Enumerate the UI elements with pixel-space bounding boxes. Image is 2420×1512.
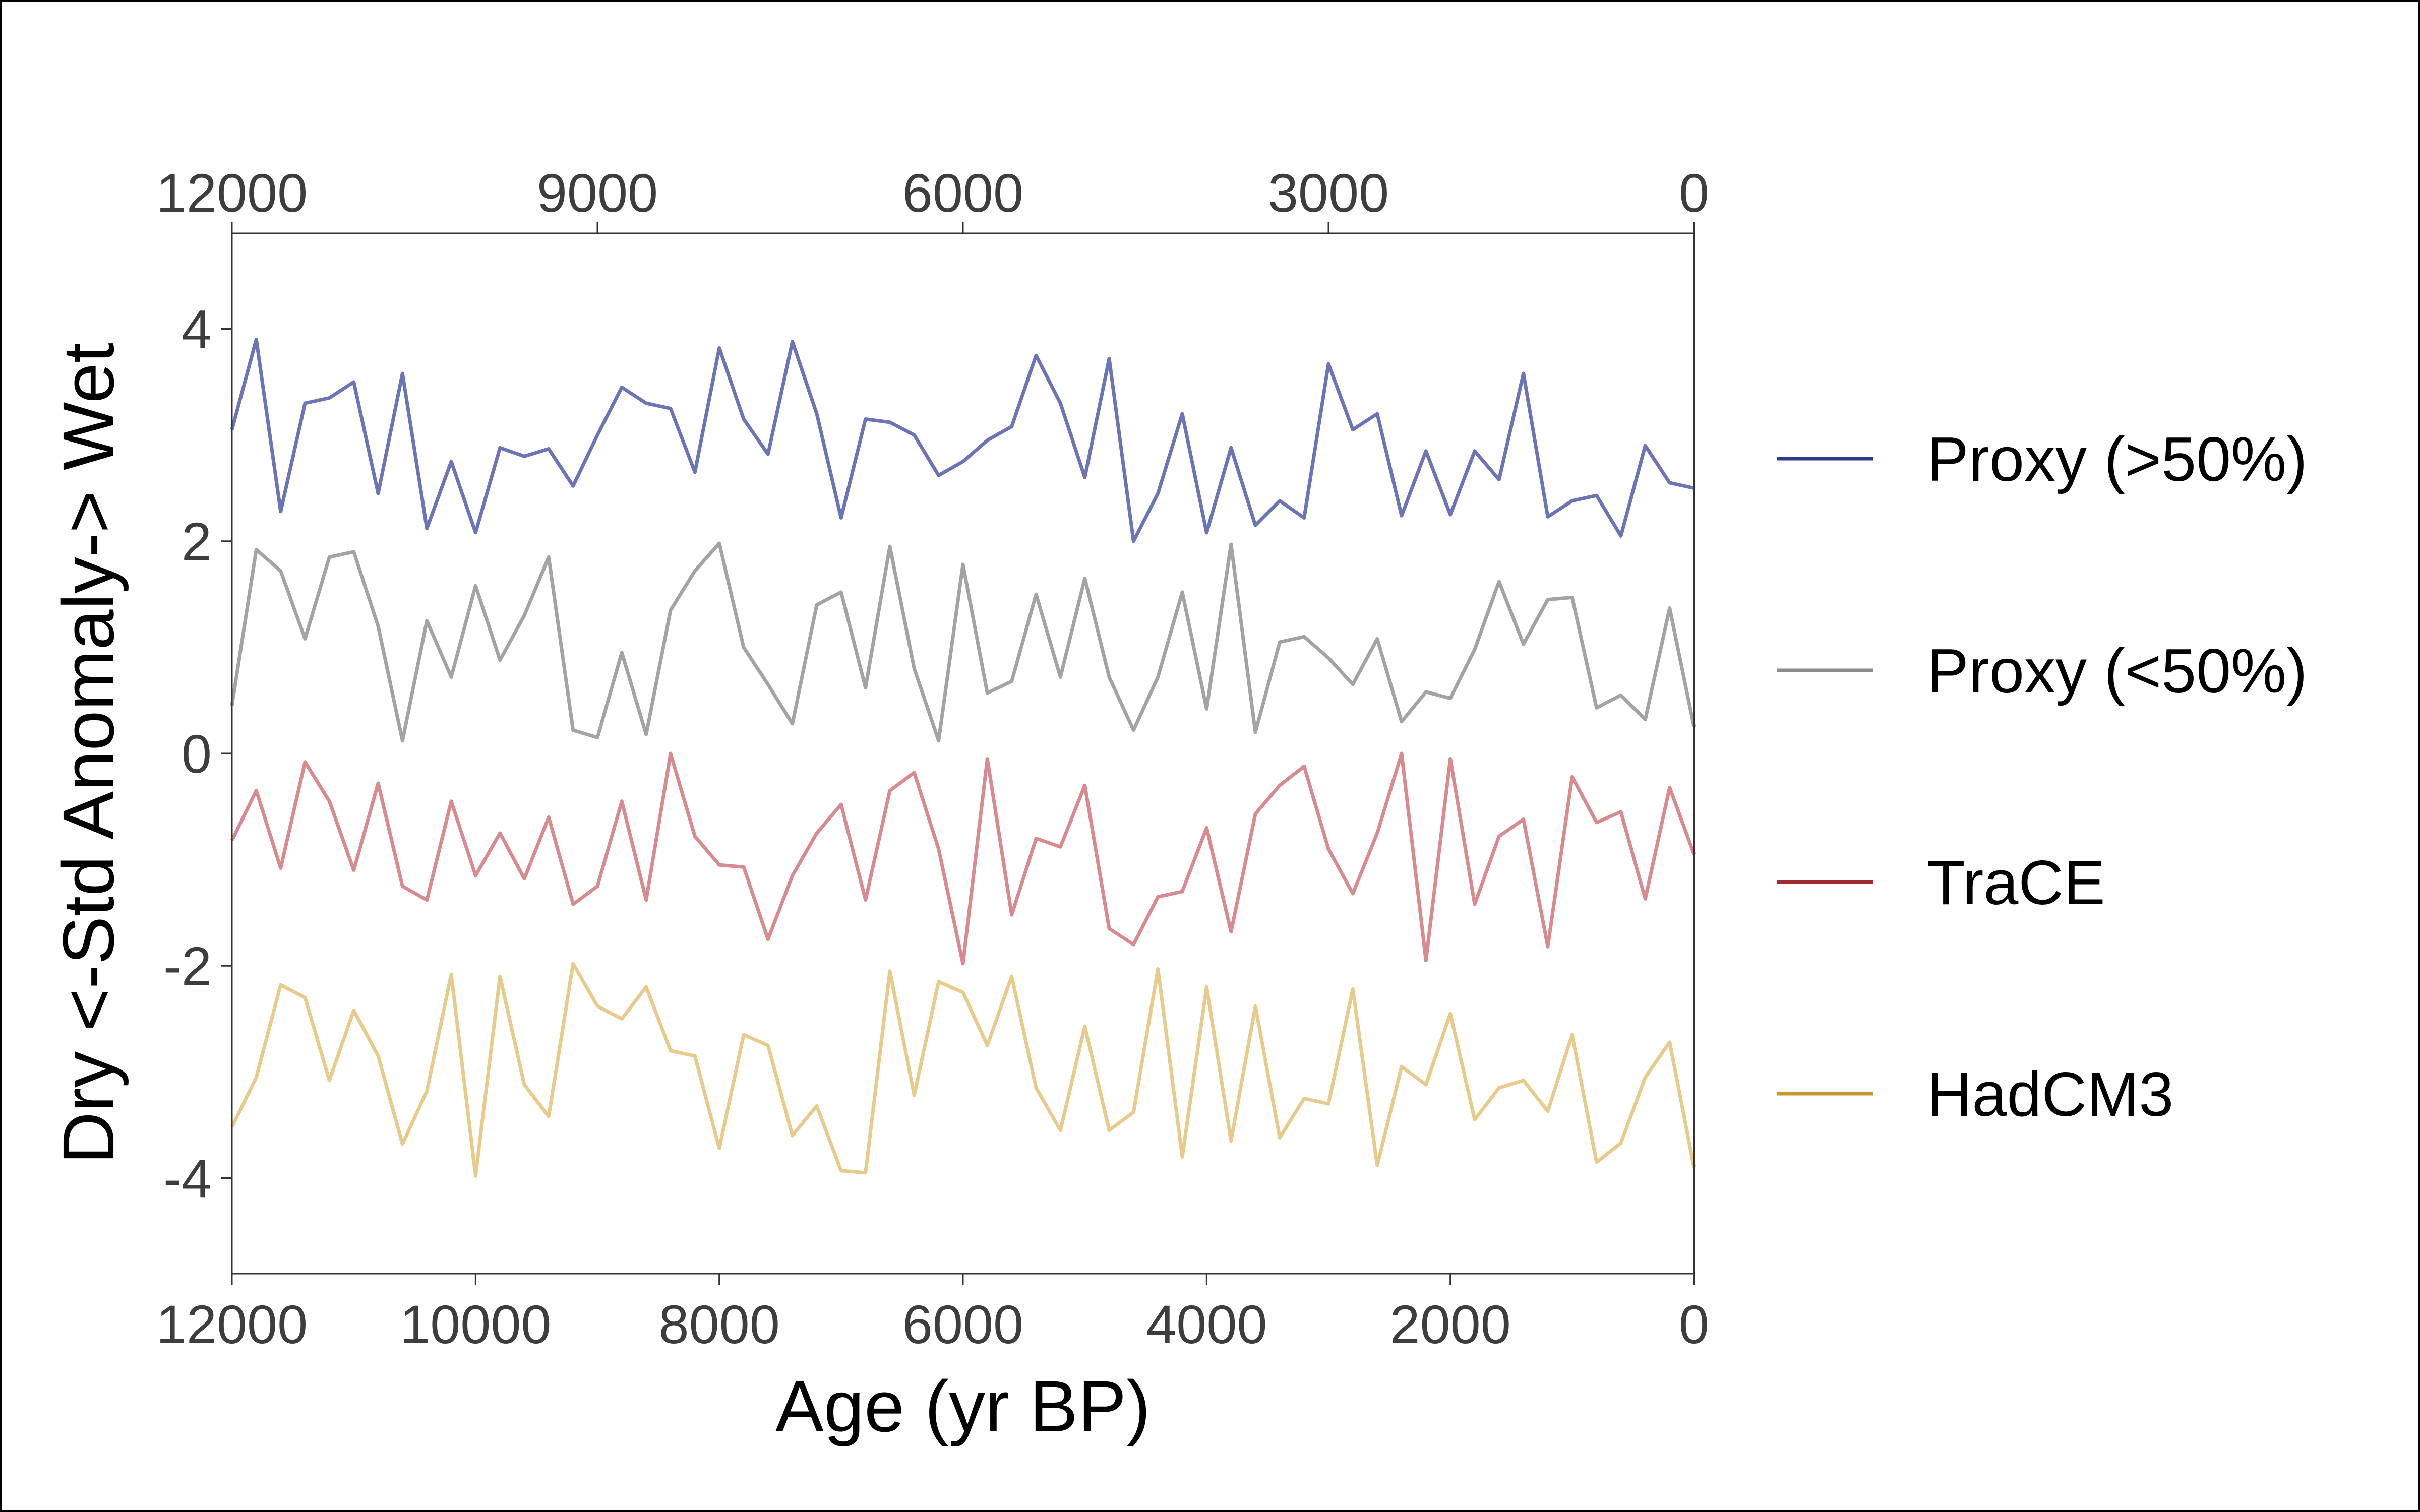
x-tick-label: 8000	[659, 1294, 780, 1355]
series-line-2	[230, 751, 1696, 966]
x-tick-label: 0	[1679, 1294, 1709, 1355]
x-tick-label: 4000	[1146, 1294, 1267, 1355]
x-tick-label: 2000	[1390, 1294, 1511, 1355]
x-axis-title: Age (yr BP)	[775, 1366, 1151, 1447]
top-tick-label: 0	[1679, 162, 1709, 223]
y-axis-title: Dry <-Std Anomaly-> Wet	[48, 343, 129, 1164]
top-x-axis: 12000 9000 6000 3000 0	[156, 162, 1709, 233]
y-axis: 4 2 0 -2 -4	[163, 299, 232, 1209]
bottom-x-axis: 12000 10000 8000 6000 4000 2000 0	[156, 1274, 1709, 1355]
y-tick-label: 4	[182, 299, 212, 360]
x-tick-label: 10000	[400, 1294, 551, 1355]
legend-label-1: Proxy (<50%)	[1927, 637, 2308, 706]
legend-label-2: TraCE	[1927, 848, 2105, 918]
y-tick-label: 2	[182, 511, 212, 572]
series-line-3	[230, 962, 1696, 1178]
y-tick-label: -2	[163, 935, 212, 996]
top-tick-label: 9000	[537, 162, 658, 223]
y-tick-label: -4	[163, 1148, 212, 1209]
series-line-0	[230, 338, 1695, 543]
top-tick-label: 3000	[1268, 162, 1389, 223]
top-tick-label: 12000	[156, 162, 308, 223]
x-tick-label: 12000	[156, 1294, 308, 1355]
series-lines	[230, 338, 1696, 1178]
legend-label-0: Proxy (>50%)	[1927, 425, 2308, 494]
y-tick-label: 0	[182, 723, 212, 784]
top-tick-label: 6000	[902, 162, 1023, 223]
legend: Proxy (>50%) Proxy (<50%) TraCE HadCM3	[1777, 425, 2308, 1129]
series-line-1	[230, 541, 1696, 743]
x-tick-label: 6000	[902, 1294, 1023, 1355]
legend-label-3: HadCM3	[1927, 1060, 2173, 1129]
